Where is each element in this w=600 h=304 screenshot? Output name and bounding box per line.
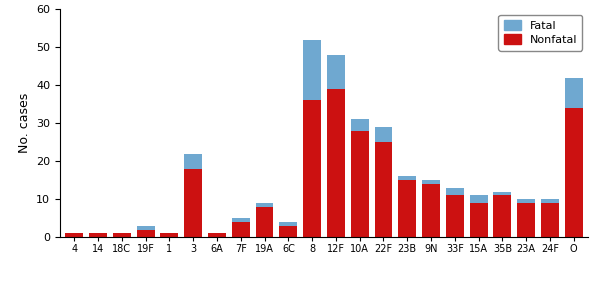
Bar	[493, 192, 511, 195]
Bar	[137, 230, 155, 237]
Bar	[470, 203, 488, 237]
Y-axis label: No. cases: No. cases	[17, 93, 31, 153]
Bar	[541, 203, 559, 237]
Bar	[374, 127, 392, 142]
Bar	[351, 119, 368, 131]
Bar	[303, 40, 321, 100]
Bar	[160, 233, 178, 237]
Bar	[493, 195, 511, 237]
Bar	[113, 233, 131, 237]
Bar	[137, 226, 155, 230]
Bar	[65, 233, 83, 237]
Bar	[208, 233, 226, 237]
Bar	[517, 199, 535, 203]
Bar	[446, 188, 464, 195]
Bar	[422, 184, 440, 237]
Bar	[446, 195, 464, 237]
Bar	[565, 78, 583, 108]
Bar	[327, 89, 345, 237]
Bar	[541, 199, 559, 203]
Bar	[256, 203, 274, 207]
Bar	[232, 222, 250, 237]
Bar	[517, 203, 535, 237]
Bar	[280, 226, 297, 237]
Bar	[303, 100, 321, 237]
Bar	[89, 233, 107, 237]
Bar	[184, 169, 202, 237]
Bar	[398, 180, 416, 237]
Bar	[374, 142, 392, 237]
Legend: Fatal, Nonfatal: Fatal, Nonfatal	[498, 15, 583, 51]
Bar	[184, 154, 202, 169]
Bar	[280, 222, 297, 226]
Bar	[422, 180, 440, 184]
Bar	[232, 218, 250, 222]
Bar	[470, 195, 488, 203]
Bar	[398, 176, 416, 180]
Bar	[565, 108, 583, 237]
Bar	[327, 55, 345, 89]
Bar	[351, 131, 368, 237]
Bar	[256, 207, 274, 237]
